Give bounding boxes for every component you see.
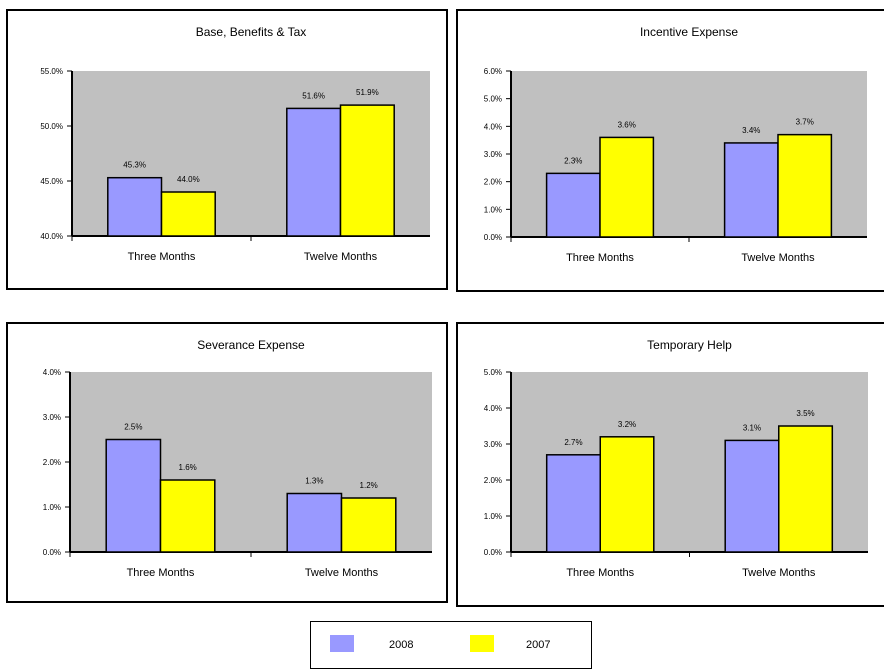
bar-2007-three-months bbox=[159, 479, 216, 553]
chart-panel-severance-expense: Severance Expense 0.0% 1.0% 2.0% 3.0% 4.0% Thr… bbox=[6, 322, 448, 603]
data-label-2007-three-months: 44.0% bbox=[177, 175, 200, 184]
chart-svg-1: Incentive Expense 0.0% 1.0% 2.0% 3.0% 4.0% 5.0… bbox=[484, 25, 867, 264]
y-tick-label: 0.0% bbox=[484, 233, 502, 242]
y-tick-label: 40.0% bbox=[40, 232, 63, 241]
bar-2008-twelve-months bbox=[286, 492, 343, 553]
x-tick-label-twelve-months: Twelve Months bbox=[304, 251, 378, 263]
x-tick-label-twelve-months: Twelve Months bbox=[742, 567, 816, 579]
chart-title: Base, Benefits & Tax bbox=[196, 25, 307, 39]
chart-title: Severance Expense bbox=[197, 338, 305, 352]
chart-title: Incentive Expense bbox=[640, 25, 738, 39]
data-label-2008-twelve-months: 3.1% bbox=[743, 423, 761, 432]
data-label-2008-three-months: 2.3% bbox=[564, 156, 582, 165]
x-tick-label-twelve-months: Twelve Months bbox=[741, 252, 815, 264]
y-tick-label: 4.0% bbox=[484, 404, 502, 413]
legend-swatch-2007 bbox=[470, 635, 494, 652]
chart-svg-3: Temporary Help 0.0% 1.0% 2.0% 3.0% 4.0% 5.0% Th… bbox=[484, 338, 868, 579]
bar-2008-three-months bbox=[545, 172, 601, 238]
data-label-2007-twelve-months: 51.9% bbox=[356, 88, 379, 97]
bar-2008-three-months bbox=[107, 176, 163, 237]
data-label-2007-three-months: 3.2% bbox=[618, 420, 636, 429]
y-tick-label: 3.0% bbox=[484, 150, 502, 159]
data-label-2008-twelve-months: 3.4% bbox=[742, 126, 760, 135]
data-label-2007-three-months: 3.6% bbox=[618, 120, 636, 129]
bar-2007-twelve-months bbox=[778, 425, 834, 553]
x-tick-label-twelve-months: Twelve Months bbox=[305, 567, 379, 579]
legend-swatch-2008 bbox=[330, 635, 354, 652]
chart-svg-2: Severance Expense 0.0% 1.0% 2.0% 3.0% 4.0% Thr… bbox=[43, 338, 432, 579]
bar-2007-three-months bbox=[599, 436, 655, 553]
data-label-2008-three-months: 45.3% bbox=[123, 161, 146, 170]
bar-2008-twelve-months bbox=[286, 107, 342, 237]
data-label-2008-three-months: 2.5% bbox=[124, 423, 142, 432]
bar-2007-twelve-months bbox=[777, 133, 833, 238]
chart-panel-temporary-help: Temporary Help 0.0% 1.0% 2.0% 3.0% 4.0% 5.0% Th… bbox=[456, 322, 884, 607]
y-tick-label: 1.0% bbox=[484, 512, 502, 521]
x-tick-label-three-months: Three Months bbox=[128, 251, 196, 263]
y-tick-label: 0.0% bbox=[43, 548, 61, 557]
chart-legend: 2008 2007 bbox=[310, 621, 592, 669]
data-label-2008-twelve-months: 1.3% bbox=[305, 477, 323, 486]
y-tick-label: 4.0% bbox=[43, 368, 61, 377]
data-label-2008-three-months: 2.7% bbox=[564, 438, 582, 447]
x-tick-label-three-months: Three Months bbox=[566, 252, 634, 264]
data-label-2007-three-months: 1.6% bbox=[179, 463, 197, 472]
y-tick-label: 3.0% bbox=[43, 413, 61, 422]
legend-label-2008: 2008 bbox=[389, 639, 413, 651]
y-tick-label: 55.0% bbox=[40, 67, 63, 76]
bar-2008-twelve-months bbox=[723, 142, 779, 238]
x-tick-label-three-months: Three Months bbox=[127, 567, 195, 579]
bar-2008-twelve-months bbox=[724, 439, 780, 553]
y-tick-label: 50.0% bbox=[40, 122, 63, 131]
y-tick-label: 5.0% bbox=[484, 368, 502, 377]
y-tick-label: 45.0% bbox=[40, 177, 63, 186]
legend-label-2007: 2007 bbox=[526, 639, 550, 651]
x-tick-label-three-months: Three Months bbox=[566, 567, 634, 579]
chart-title: Temporary Help bbox=[647, 338, 732, 352]
y-tick-label: 2.0% bbox=[484, 476, 502, 485]
y-tick-label: 6.0% bbox=[484, 67, 502, 76]
y-tick-label: 2.0% bbox=[484, 178, 502, 187]
legend-svg: 2008 2007 bbox=[330, 635, 550, 652]
bar-2008-three-months bbox=[545, 454, 601, 553]
bar-2007-twelve-months bbox=[340, 497, 397, 553]
y-tick-label: 2.0% bbox=[43, 458, 61, 467]
y-tick-label: 4.0% bbox=[484, 122, 502, 131]
y-tick-label: 3.0% bbox=[484, 440, 502, 449]
chart-panel-base-benefits-tax: Base, Benefits & Tax 40.0% 45.0% 50.0% 55.0%… bbox=[6, 9, 448, 290]
y-tick-label: 5.0% bbox=[484, 95, 502, 104]
data-label-2007-twelve-months: 1.2% bbox=[360, 481, 378, 490]
data-label-2007-twelve-months: 3.5% bbox=[796, 409, 814, 418]
y-tick-label: 1.0% bbox=[484, 205, 502, 214]
bar-2007-twelve-months bbox=[339, 104, 395, 237]
y-tick-label: 1.0% bbox=[43, 503, 61, 512]
y-tick-label: 0.0% bbox=[484, 548, 502, 557]
bar-2007-three-months bbox=[599, 136, 655, 238]
bar-2008-three-months bbox=[105, 438, 162, 553]
data-label-2008-twelve-months: 51.6% bbox=[302, 91, 325, 100]
chart-panel-incentive-expense: Incentive Expense 0.0% 1.0% 2.0% 3.0% 4.0% 5.0… bbox=[456, 9, 884, 292]
chart-svg-0: Base, Benefits & Tax 40.0% 45.0% 50.0% 55.0%… bbox=[40, 25, 430, 263]
data-label-2007-twelve-months: 3.7% bbox=[796, 118, 814, 127]
bar-2007-three-months bbox=[160, 191, 216, 237]
